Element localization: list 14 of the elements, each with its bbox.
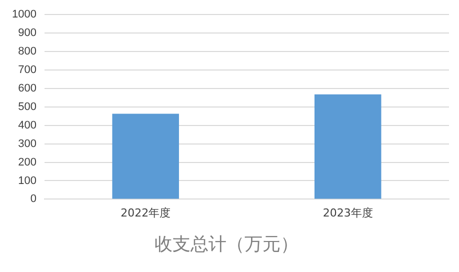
y-tick-label: 700 [18,64,36,76]
y-tick-label: 0 [30,193,36,206]
y-tick-label: 1000 [12,8,36,21]
y-tick-label: 600 [18,82,36,94]
y-tick-label: 500 [18,100,36,113]
y-tick-label: 900 [18,27,36,40]
y-tick-label: 200 [18,156,36,168]
y-tick-label: 100 [18,174,36,187]
text: 收支总计（万元） [154,234,298,255]
y-tick-label: 800 [18,46,36,58]
y-tick-label: 400 [18,119,36,132]
x-tick-label: 2022年度 [120,206,171,220]
y-tick-label: 300 [18,138,36,150]
x-tick-label: 2023年度 [322,206,373,220]
